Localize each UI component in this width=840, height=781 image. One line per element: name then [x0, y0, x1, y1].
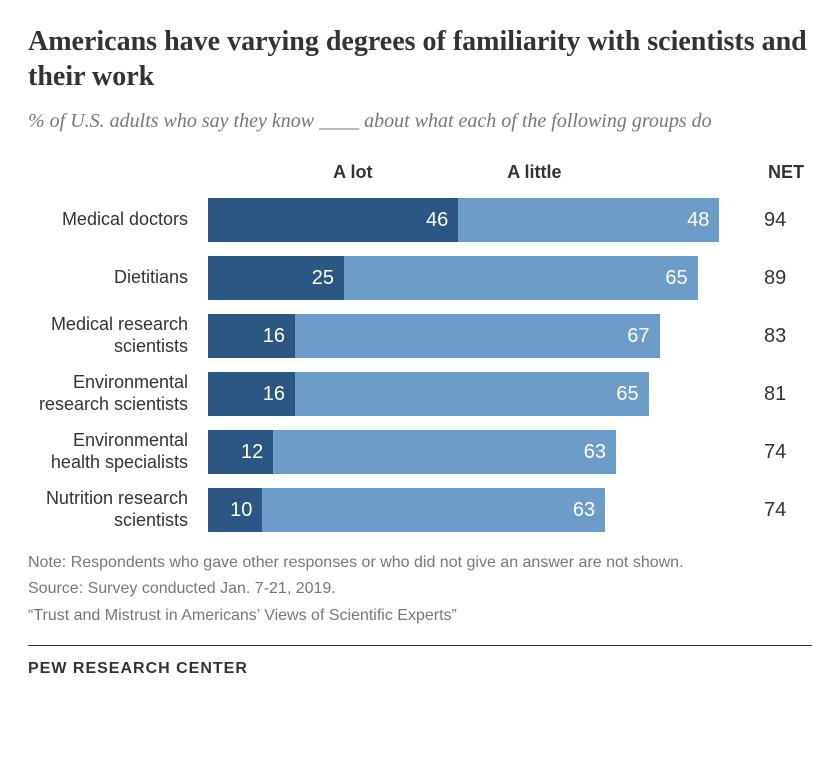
bar-row: Nutrition research scientists106374: [208, 488, 752, 532]
divider: [28, 645, 812, 646]
row-label: Medical doctors: [28, 209, 198, 231]
net-value: 81: [764, 383, 804, 406]
bar-row: Dietitians256589: [208, 256, 752, 300]
bar-segment-a-little: 65: [344, 256, 698, 300]
bars: Medical doctors464894 Dietitians256589 Med…: [208, 198, 752, 532]
net-value: 74: [764, 441, 804, 464]
bar-track: 4648: [208, 198, 752, 242]
bar-segment-a-lot: 12: [208, 430, 273, 474]
bar-segment-a-lot: 46: [208, 198, 458, 242]
bar-segment-a-lot: 16: [208, 372, 295, 416]
header-a-lot: A lot: [333, 162, 372, 183]
bar-track: 1665: [208, 372, 752, 416]
row-label: Medical research scientists: [28, 314, 198, 357]
row-label: Nutrition research scientists: [28, 488, 198, 531]
footer-brand: PEW RESEARCH CENTER: [28, 660, 812, 678]
net-value: 74: [764, 499, 804, 522]
bar-segment-a-little: 48: [458, 198, 719, 242]
bar-row: Environmental health specialists126374: [208, 430, 752, 474]
bar-track: 1263: [208, 430, 752, 474]
source-text: Source: Survey conducted Jan. 7-21, 2019…: [28, 578, 812, 600]
bar-segment-a-lot: 10: [208, 488, 262, 532]
bar-segment-a-little: 63: [273, 430, 616, 474]
bar-track: 1063: [208, 488, 752, 532]
net-value: 83: [764, 325, 804, 348]
bar-row: Medical doctors464894: [208, 198, 752, 242]
net-value: 89: [764, 267, 804, 290]
report-name: “Trust and Mistrust in Americans’ Views …: [28, 605, 812, 627]
net-value: 94: [764, 209, 804, 232]
chart-container: Americans have varying degrees of famili…: [0, 0, 840, 702]
bar-segment-a-lot: 25: [208, 256, 344, 300]
note-text: Note: Respondents who gave other respons…: [28, 552, 812, 574]
row-label: Environmental health specialists: [28, 430, 198, 473]
chart-title: Americans have varying degrees of famili…: [28, 24, 812, 94]
row-label: Environmental research scientists: [28, 372, 198, 415]
bar-row: Environmental research scientists166581: [208, 372, 752, 416]
chart-subtitle: % of U.S. adults who say they know ____ …: [28, 108, 812, 134]
bar-segment-a-lot: 16: [208, 314, 295, 358]
row-label: Dietitians: [28, 267, 198, 289]
bar-segment-a-little: 65: [295, 372, 649, 416]
column-headers: A lot A little NET: [208, 162, 752, 186]
bar-row: Medical research scientists166783: [208, 314, 752, 358]
header-a-little: A little: [507, 162, 561, 183]
bar-segment-a-little: 67: [295, 314, 659, 358]
bar-segment-a-little: 63: [262, 488, 605, 532]
header-net: NET: [768, 162, 804, 183]
bar-track: 2565: [208, 256, 752, 300]
chart-area: A lot A little NET Medical doctors464894…: [28, 162, 812, 532]
bar-track: 1667: [208, 314, 752, 358]
